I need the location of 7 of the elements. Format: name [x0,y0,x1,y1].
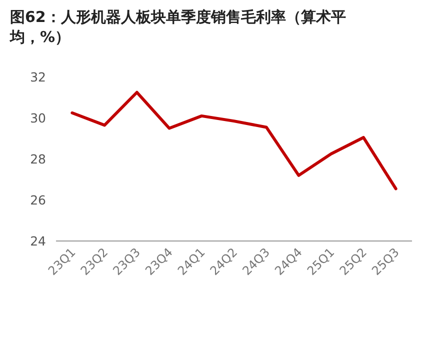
chart-title: 图62：人形机器人板块单季度销售毛利率（算术平均，%） [9,8,346,46]
y-tick-label: 28 [30,152,46,166]
line-series [70,90,398,190]
y-tick-label: 26 [30,192,46,208]
y-tick-label: 24 [30,234,46,248]
y-tick-label: 32 [30,70,46,84]
y-tick-label: 30 [30,110,46,126]
